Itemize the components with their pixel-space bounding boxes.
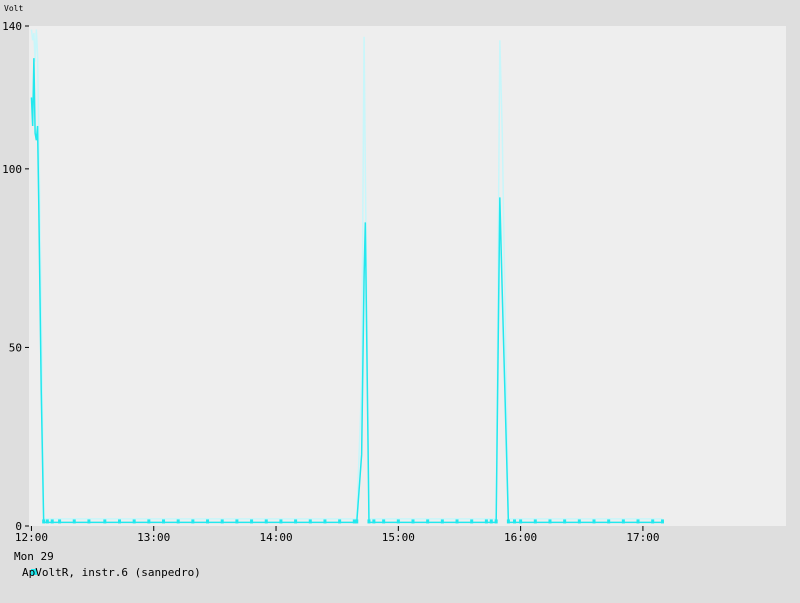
data-point-0-29 [323, 519, 327, 524]
data-point-0-62 [660, 519, 664, 524]
x-axis: 12:00 13:00 14:00 15:00 16:00 17:00 [15, 526, 659, 544]
data-point-0-20 [191, 519, 195, 524]
legend-entry: ApVoltR, instr.6 (sanpedro) [22, 566, 201, 579]
data-point-0-47 [494, 519, 498, 524]
data-point-0-31 [352, 519, 356, 524]
data-point-0-55 [563, 519, 567, 524]
data-point-0-14 [103, 519, 107, 524]
x-tick-label-3: 15:00 [382, 531, 415, 544]
data-point-0-8 [42, 519, 46, 524]
series-layer [30, 29, 664, 524]
data-point-0-9 [45, 519, 49, 524]
data-point-0-25 [264, 519, 268, 524]
x-tick-label-5: 17:00 [626, 531, 659, 544]
data-point-0-16 [132, 519, 136, 524]
data-point-0-45 [484, 519, 488, 524]
data-point-0-36 [367, 519, 371, 524]
y-axis-label: Volt [4, 4, 23, 13]
data-point-0-17 [147, 519, 151, 524]
y-tick-label-2: 100 [2, 163, 22, 176]
data-point-0-50 [506, 519, 510, 524]
plot-area [29, 26, 786, 526]
data-point-0-58 [607, 519, 611, 524]
data-point-0-59 [621, 519, 625, 524]
series-envelope-0 [30, 29, 663, 520]
data-point-0-24 [250, 519, 254, 524]
data-point-0-38 [382, 519, 386, 524]
data-point-0-37 [372, 519, 376, 524]
data-point-0-10 [50, 519, 54, 524]
legend-swatch [31, 569, 37, 575]
data-point-0-11 [58, 519, 62, 524]
data-point-0-26 [279, 519, 283, 524]
data-point-0-46 [489, 519, 493, 524]
data-point-0-32 [355, 519, 359, 524]
x-tick-label-4: 16:00 [504, 531, 537, 544]
data-point-0-40 [411, 519, 415, 524]
data-point-0-52 [519, 519, 523, 524]
data-point-0-60 [636, 519, 640, 524]
data-point-0-18 [162, 519, 166, 524]
data-point-0-41 [426, 519, 430, 524]
y-tick-label-3: 140 [2, 20, 22, 33]
data-point-0-39 [396, 519, 400, 524]
data-point-0-51 [513, 519, 517, 524]
y-tick-label-1: 50 [9, 341, 22, 354]
data-point-0-13 [87, 519, 91, 524]
legend: ApVoltR, instr.6 (sanpedro) [22, 566, 201, 579]
y-axis: 0 50 100 140 [2, 20, 29, 533]
y-tick-label-0: 0 [15, 520, 22, 533]
data-point-0-44 [470, 519, 474, 524]
data-point-0-21 [206, 519, 210, 524]
data-point-0-30 [338, 519, 342, 524]
data-point-0-12 [72, 519, 76, 524]
data-point-0-61 [651, 519, 655, 524]
x-tick-label-0: 12:00 [15, 531, 48, 544]
data-point-0-19 [176, 519, 180, 524]
data-point-0-22 [220, 519, 224, 524]
data-point-0-57 [592, 519, 596, 524]
data-point-0-42 [440, 519, 444, 524]
data-point-0-27 [294, 519, 298, 524]
x-tick-label-2: 14:00 [259, 531, 292, 544]
data-point-0-28 [308, 519, 312, 524]
data-point-0-43 [455, 519, 459, 524]
data-point-0-15 [117, 519, 121, 524]
data-point-0-56 [577, 519, 581, 524]
x-tick-label-1: 13:00 [137, 531, 170, 544]
data-point-0-54 [548, 519, 552, 524]
data-point-0-23 [235, 519, 239, 524]
date-label: Mon 29 [14, 550, 54, 563]
data-point-0-53 [533, 519, 537, 524]
